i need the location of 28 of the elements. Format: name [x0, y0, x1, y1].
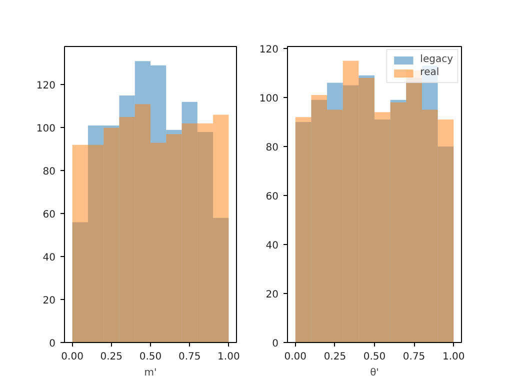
x-tick-label: 0.00 — [61, 352, 84, 362]
y-tick-label: 120 — [259, 44, 279, 56]
x-axis-title: m' — [144, 368, 157, 378]
y-tick-label: 80 — [266, 142, 279, 154]
y-tick-label: 0 — [272, 338, 279, 350]
x-tick-label: 0.00 — [284, 352, 307, 362]
x-tick-label: 0.75 — [402, 352, 426, 362]
x-tick-label: 0.25 — [100, 352, 123, 362]
y-tick-label: 60 — [42, 210, 56, 221]
x-tick-label: 0.50 — [139, 352, 162, 362]
y-tick-label: 100 — [36, 124, 56, 135]
x-tick-label: 0.50 — [363, 352, 386, 362]
x-tick-label: 0.75 — [178, 352, 201, 362]
x-axis-title: θ' — [370, 368, 379, 378]
y-tick-label: 100 — [259, 93, 279, 104]
legend-label: real — [420, 67, 440, 78]
y-tick-label: 40 — [266, 240, 279, 252]
y-tick-label: 120 — [36, 80, 56, 92]
y-tick-label: 20 — [266, 289, 279, 300]
x-tick-label: 1.00 — [218, 352, 240, 362]
y-tick-label: 40 — [42, 252, 56, 264]
y-tick-label: 80 — [42, 166, 56, 178]
y-tick-label: 20 — [42, 296, 56, 307]
x-tick-label: 1.00 — [442, 352, 465, 362]
x-tick-label: 0.25 — [324, 352, 346, 362]
y-tick-label: 0 — [49, 338, 56, 350]
y-tick-label: 60 — [266, 191, 279, 202]
legend-label: legacy — [420, 54, 453, 65]
